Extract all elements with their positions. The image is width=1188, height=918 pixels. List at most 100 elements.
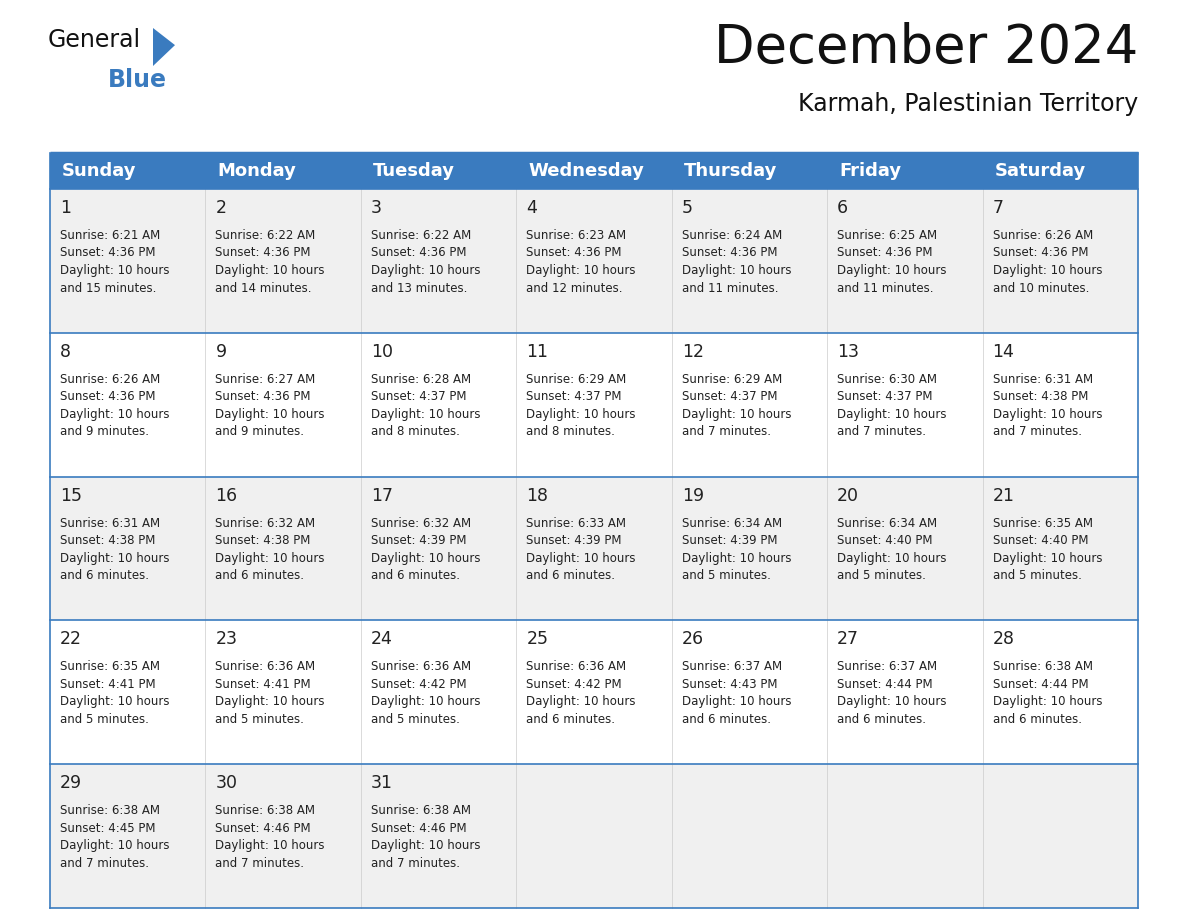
Text: 17: 17 <box>371 487 393 505</box>
Text: Sunset: 4:36 PM: Sunset: 4:36 PM <box>61 247 156 260</box>
Text: Sunrise: 6:24 AM: Sunrise: 6:24 AM <box>682 229 782 242</box>
Text: Daylight: 10 hours: Daylight: 10 hours <box>215 552 326 565</box>
Text: Sunset: 4:43 PM: Sunset: 4:43 PM <box>682 677 777 691</box>
Bar <box>206 189 361 333</box>
Text: Sunday: Sunday <box>62 162 137 180</box>
Text: Sunrise: 6:35 AM: Sunrise: 6:35 AM <box>61 660 160 674</box>
Text: Sunrise: 6:29 AM: Sunrise: 6:29 AM <box>682 373 782 386</box>
Text: Sunrise: 6:38 AM: Sunrise: 6:38 AM <box>215 804 316 817</box>
Text: 16: 16 <box>215 487 238 505</box>
Text: and 11 minutes.: and 11 minutes. <box>838 282 934 295</box>
Text: Daylight: 10 hours: Daylight: 10 hours <box>215 408 326 420</box>
Text: 6: 6 <box>838 199 848 217</box>
Text: Sunrise: 6:32 AM: Sunrise: 6:32 AM <box>215 517 316 530</box>
Text: and 11 minutes.: and 11 minutes. <box>682 282 778 295</box>
Bar <box>206 476 361 621</box>
Text: 12: 12 <box>682 342 703 361</box>
Text: Daylight: 10 hours: Daylight: 10 hours <box>526 264 636 277</box>
Bar <box>517 764 671 908</box>
Text: Sunset: 4:39 PM: Sunset: 4:39 PM <box>371 534 467 547</box>
Text: Wednesday: Wednesday <box>529 162 644 180</box>
Text: and 7 minutes.: and 7 minutes. <box>371 856 460 869</box>
Text: and 6 minutes.: and 6 minutes. <box>61 569 148 582</box>
Text: and 13 minutes.: and 13 minutes. <box>371 282 467 295</box>
Text: Sunset: 4:37 PM: Sunset: 4:37 PM <box>682 390 777 403</box>
Text: Sunset: 4:41 PM: Sunset: 4:41 PM <box>61 677 156 691</box>
Text: Daylight: 10 hours: Daylight: 10 hours <box>215 839 326 852</box>
Bar <box>206 621 361 764</box>
Text: Sunrise: 6:32 AM: Sunrise: 6:32 AM <box>371 517 470 530</box>
Bar <box>982 333 1138 476</box>
Text: Sunrise: 6:34 AM: Sunrise: 6:34 AM <box>682 517 782 530</box>
Text: and 7 minutes.: and 7 minutes. <box>838 425 927 438</box>
Text: and 6 minutes.: and 6 minutes. <box>215 569 304 582</box>
Text: Sunset: 4:36 PM: Sunset: 4:36 PM <box>526 247 621 260</box>
Text: 1: 1 <box>61 199 71 217</box>
Text: 22: 22 <box>61 631 82 648</box>
Text: and 10 minutes.: and 10 minutes. <box>992 282 1089 295</box>
Text: and 12 minutes.: and 12 minutes. <box>526 282 623 295</box>
Text: Sunset: 4:44 PM: Sunset: 4:44 PM <box>838 677 933 691</box>
Text: 26: 26 <box>682 631 703 648</box>
Text: Daylight: 10 hours: Daylight: 10 hours <box>682 696 791 709</box>
Text: Sunrise: 6:26 AM: Sunrise: 6:26 AM <box>61 373 160 386</box>
Bar <box>982 476 1138 621</box>
Text: Daylight: 10 hours: Daylight: 10 hours <box>838 264 947 277</box>
Text: Sunset: 4:36 PM: Sunset: 4:36 PM <box>215 390 311 403</box>
Text: Daylight: 10 hours: Daylight: 10 hours <box>371 839 480 852</box>
Text: Sunrise: 6:26 AM: Sunrise: 6:26 AM <box>992 229 1093 242</box>
Text: Sunset: 4:45 PM: Sunset: 4:45 PM <box>61 822 156 834</box>
Bar <box>827 333 982 476</box>
Text: Daylight: 10 hours: Daylight: 10 hours <box>992 696 1102 709</box>
Text: and 6 minutes.: and 6 minutes. <box>838 713 927 726</box>
Text: Daylight: 10 hours: Daylight: 10 hours <box>61 696 170 709</box>
Text: 24: 24 <box>371 631 393 648</box>
Text: Sunset: 4:39 PM: Sunset: 4:39 PM <box>682 534 777 547</box>
Text: and 5 minutes.: and 5 minutes. <box>215 713 304 726</box>
Text: 5: 5 <box>682 199 693 217</box>
Text: and 8 minutes.: and 8 minutes. <box>371 425 460 438</box>
Bar <box>827 476 982 621</box>
Text: and 15 minutes.: and 15 minutes. <box>61 282 157 295</box>
Text: Sunrise: 6:36 AM: Sunrise: 6:36 AM <box>371 660 470 674</box>
Text: and 5 minutes.: and 5 minutes. <box>61 713 148 726</box>
Polygon shape <box>153 28 175 66</box>
Text: Daylight: 10 hours: Daylight: 10 hours <box>371 696 480 709</box>
Text: and 5 minutes.: and 5 minutes. <box>838 569 925 582</box>
Text: and 9 minutes.: and 9 minutes. <box>61 425 148 438</box>
Text: 13: 13 <box>838 342 859 361</box>
Text: Sunrise: 6:38 AM: Sunrise: 6:38 AM <box>61 804 160 817</box>
Text: Daylight: 10 hours: Daylight: 10 hours <box>61 408 170 420</box>
Text: Daylight: 10 hours: Daylight: 10 hours <box>838 552 947 565</box>
Text: Sunset: 4:37 PM: Sunset: 4:37 PM <box>526 390 621 403</box>
Text: December 2024: December 2024 <box>714 22 1138 74</box>
Text: 20: 20 <box>838 487 859 505</box>
Text: and 7 minutes.: and 7 minutes. <box>992 425 1081 438</box>
Text: Thursday: Thursday <box>684 162 777 180</box>
Text: Sunset: 4:38 PM: Sunset: 4:38 PM <box>215 534 311 547</box>
Text: and 7 minutes.: and 7 minutes. <box>682 425 771 438</box>
Text: General: General <box>48 28 141 52</box>
Text: Sunrise: 6:28 AM: Sunrise: 6:28 AM <box>371 373 470 386</box>
Text: Sunrise: 6:21 AM: Sunrise: 6:21 AM <box>61 229 160 242</box>
Text: Daylight: 10 hours: Daylight: 10 hours <box>371 408 480 420</box>
Bar <box>982 764 1138 908</box>
Text: Sunrise: 6:36 AM: Sunrise: 6:36 AM <box>215 660 316 674</box>
Text: Sunrise: 6:30 AM: Sunrise: 6:30 AM <box>838 373 937 386</box>
Bar <box>517 621 671 764</box>
Text: Sunset: 4:36 PM: Sunset: 4:36 PM <box>215 247 311 260</box>
Bar <box>671 333 827 476</box>
Text: 30: 30 <box>215 774 238 792</box>
Text: Sunset: 4:36 PM: Sunset: 4:36 PM <box>61 390 156 403</box>
Text: 19: 19 <box>682 487 703 505</box>
Text: 7: 7 <box>992 199 1004 217</box>
Text: Sunrise: 6:36 AM: Sunrise: 6:36 AM <box>526 660 626 674</box>
Text: Sunset: 4:36 PM: Sunset: 4:36 PM <box>992 247 1088 260</box>
Text: Sunrise: 6:27 AM: Sunrise: 6:27 AM <box>215 373 316 386</box>
Bar <box>827 189 982 333</box>
Bar <box>517 476 671 621</box>
Text: Daylight: 10 hours: Daylight: 10 hours <box>61 552 170 565</box>
Text: Daylight: 10 hours: Daylight: 10 hours <box>682 408 791 420</box>
Bar <box>517 333 671 476</box>
Text: Sunset: 4:38 PM: Sunset: 4:38 PM <box>61 534 156 547</box>
